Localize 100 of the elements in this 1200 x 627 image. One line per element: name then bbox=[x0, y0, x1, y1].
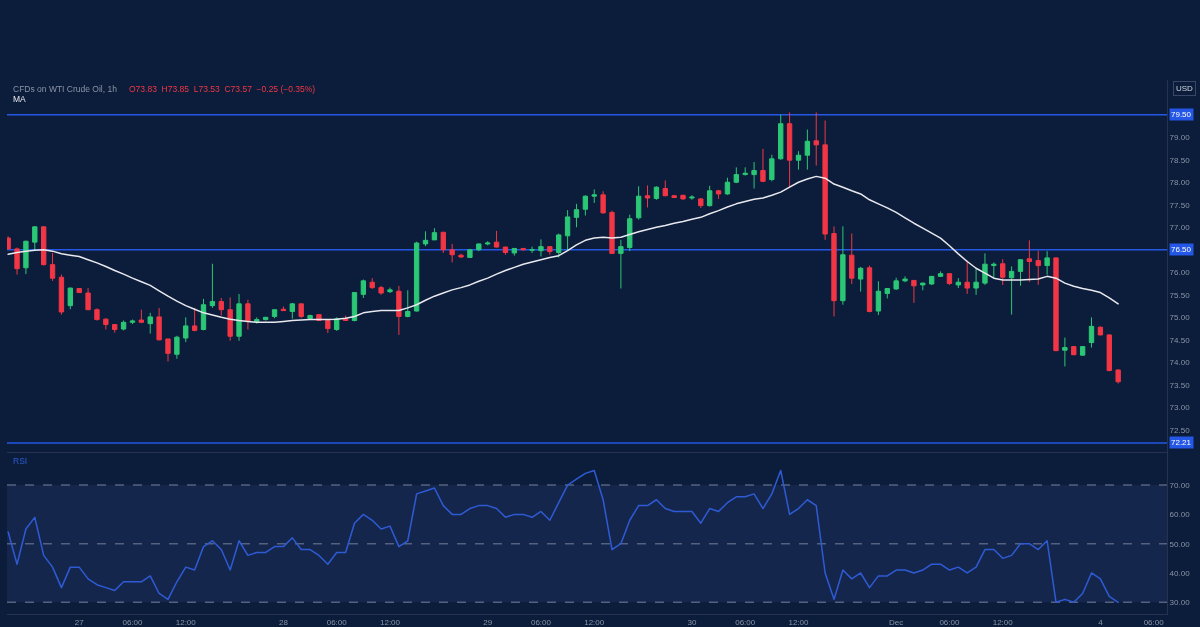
candlestick bbox=[831, 225, 837, 317]
x-tick-label: 12:00 bbox=[175, 617, 197, 627]
y-tick-label: 75.00 bbox=[1169, 313, 1191, 323]
candlestick bbox=[849, 233, 855, 285]
candlestick bbox=[422, 230, 429, 247]
candlestick bbox=[875, 280, 882, 316]
candlestick bbox=[644, 184, 651, 208]
candlestick bbox=[751, 161, 757, 190]
y-tick-label: 72.50 bbox=[1169, 425, 1191, 435]
candlestick bbox=[263, 316, 269, 321]
candlestick bbox=[689, 194, 695, 201]
candlestick bbox=[165, 338, 171, 362]
candlestick bbox=[724, 177, 731, 196]
x-tick-label: Dec bbox=[889, 617, 904, 627]
candlestick bbox=[520, 247, 526, 252]
candlestick bbox=[795, 150, 802, 171]
candlestick bbox=[49, 252, 56, 282]
candlestick bbox=[609, 210, 615, 255]
candlestick bbox=[946, 273, 953, 286]
candlestick bbox=[635, 185, 642, 221]
candlestick bbox=[902, 275, 908, 283]
candlestick bbox=[67, 287, 73, 310]
candlestick bbox=[1035, 250, 1041, 286]
candlestick bbox=[209, 263, 216, 309]
candlestick bbox=[955, 277, 961, 289]
candlestick bbox=[991, 261, 997, 280]
candlestick bbox=[85, 287, 91, 311]
candlestick bbox=[733, 166, 739, 184]
candlestick bbox=[884, 288, 890, 299]
candlestick bbox=[680, 194, 686, 201]
candlestick bbox=[254, 316, 260, 325]
candlestick bbox=[1062, 337, 1068, 367]
y-tick-label: 75.50 bbox=[1169, 290, 1191, 300]
candlestick bbox=[1000, 258, 1006, 286]
candlestick bbox=[1106, 333, 1112, 372]
candlestick bbox=[94, 307, 100, 321]
x-tick-label: 27 bbox=[74, 617, 85, 627]
candlestick bbox=[360, 279, 367, 299]
candlestick bbox=[893, 277, 899, 291]
candlestick bbox=[671, 194, 677, 199]
y-tick-label: 77.00 bbox=[1169, 223, 1191, 233]
candlestick bbox=[564, 209, 571, 251]
text: MA bbox=[13, 94, 27, 104]
text: CFDs on WTI Crude Oil, 1h bbox=[13, 84, 118, 94]
candlestick bbox=[476, 242, 482, 252]
candlestick bbox=[236, 293, 242, 342]
y-tick-label: 30.00 bbox=[1169, 598, 1191, 608]
candlestick bbox=[1017, 259, 1024, 287]
candlestick bbox=[804, 129, 811, 171]
y-tick-label: 77.50 bbox=[1169, 200, 1191, 210]
line-series bbox=[7, 175, 1119, 324]
candlestick bbox=[396, 285, 402, 336]
candlestick bbox=[529, 246, 535, 254]
candlestick bbox=[58, 274, 65, 316]
candlestick bbox=[866, 265, 873, 313]
candlestick bbox=[32, 225, 38, 252]
candlestick bbox=[937, 270, 944, 278]
x-tick-label: 12:00 bbox=[584, 617, 605, 627]
x-tick-label: 12:00 bbox=[992, 617, 1014, 627]
candlestick bbox=[556, 233, 562, 258]
candlestick bbox=[502, 246, 509, 256]
x-tick-label: 06:00 bbox=[1143, 617, 1165, 627]
candlestick bbox=[698, 197, 704, 209]
candlestick bbox=[920, 282, 926, 291]
candlestick bbox=[822, 120, 828, 241]
candlestick bbox=[573, 203, 580, 228]
candlestick bbox=[547, 246, 553, 256]
candlestick bbox=[413, 241, 420, 312]
y-tick-label: 78.00 bbox=[1169, 178, 1191, 188]
ref-line-label: 76.50 bbox=[1171, 245, 1192, 254]
candlestick bbox=[769, 154, 775, 182]
candlestick bbox=[467, 248, 473, 259]
candlestick bbox=[840, 225, 846, 306]
candlestick bbox=[316, 313, 322, 322]
y-tick-label: 74.00 bbox=[1169, 358, 1191, 368]
candlestick bbox=[138, 309, 145, 324]
x-tick-label: 06:00 bbox=[326, 617, 348, 627]
candlestick bbox=[662, 179, 668, 197]
candlestick bbox=[112, 324, 118, 334]
candlestick bbox=[191, 307, 198, 332]
candlestick bbox=[742, 166, 748, 176]
candlestick bbox=[627, 214, 633, 252]
candlestick bbox=[183, 316, 189, 343]
candlestick bbox=[245, 299, 251, 330]
x-tick-label: 4 bbox=[1098, 617, 1104, 627]
candlestick bbox=[1088, 316, 1095, 349]
candlestick bbox=[103, 317, 109, 330]
candlestick bbox=[1097, 325, 1104, 336]
candlestick bbox=[7, 235, 11, 251]
y-tick-label: 73.50 bbox=[1169, 380, 1191, 390]
line-series bbox=[7, 469, 1119, 604]
y-tick-label: 76.00 bbox=[1169, 268, 1191, 278]
y-tick-label: 78.50 bbox=[1169, 155, 1191, 165]
candlestick bbox=[493, 230, 500, 249]
candlestick bbox=[1071, 345, 1077, 356]
candlestick bbox=[23, 240, 29, 275]
text: O73.83 H73.85 L73.53 C73.57 −0.25 (−0.35%) bbox=[129, 84, 316, 94]
candlestick bbox=[707, 185, 713, 208]
candlestick bbox=[334, 316, 340, 332]
candlestick bbox=[485, 240, 491, 246]
